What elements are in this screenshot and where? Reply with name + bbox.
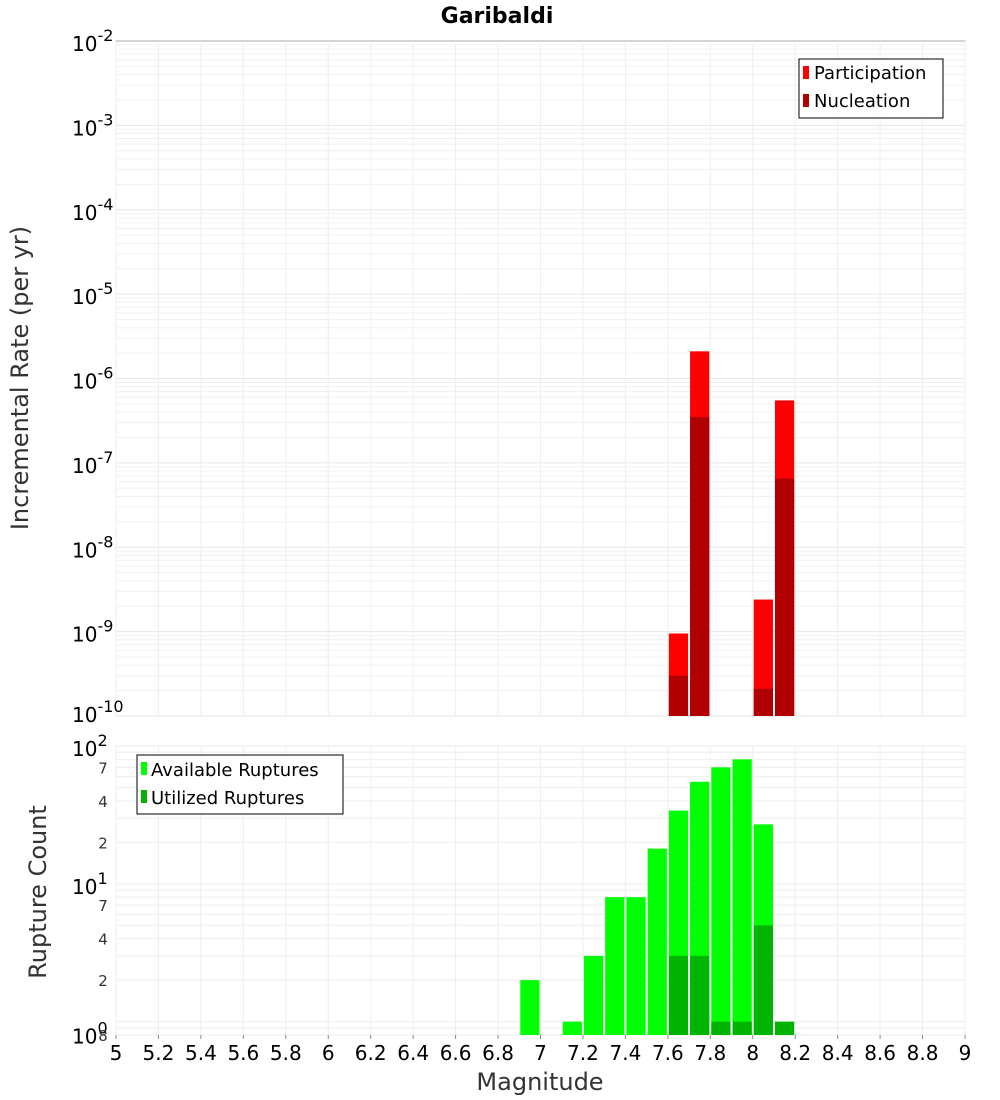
top-y-tick-4: 10-6 (72, 364, 113, 394)
x-tick-4: 5.8 (270, 1041, 302, 1065)
top-legend: Participation Nucleation (798, 58, 944, 119)
top-y-tick-2: 10-4 (72, 195, 113, 225)
utilized-bar-5 (774, 1021, 795, 1035)
available-bar-0 (520, 980, 540, 1035)
x-tick-5: 6 (322, 1041, 335, 1065)
x-ticks: 5 5.2 5.4 5.6 5.8 6 6.2 6.4 6.6 6.8 7 7.2 7.4 7.6 7.8 8… (110, 1035, 972, 1065)
x-tick-2: 5.4 (185, 1041, 217, 1065)
x-tick-8: 6.6 (440, 1041, 472, 1065)
x-tick-7: 6.4 (397, 1041, 429, 1065)
bottom-y-minor-tick-1: 4 (98, 793, 108, 811)
x-tick-6: 6.2 (355, 1041, 387, 1065)
bottom-y-minor-tick-4: 4 (98, 931, 108, 949)
bottom-y-minor-tick-0: 7 (98, 759, 108, 777)
available-bar-1 (562, 1021, 582, 1035)
x-tick-20: 9 (959, 1041, 972, 1065)
top-y-tick-1: 10-3 (72, 110, 113, 140)
top-y-tick-6: 10-8 (72, 532, 113, 562)
available-bar-8 (711, 767, 731, 1035)
utilized-bar-4 (753, 925, 773, 1035)
top-y-tick-7: 10-9 (72, 617, 113, 647)
bottom-y-ticks: 102 101 100 7 4 2 7 4 2 8 (72, 731, 108, 1049)
legend-label-utilized: Utilized Ruptures (151, 788, 304, 809)
top-y-axis-label: Incremental Rate (per yr) (6, 226, 34, 530)
available-bar-9 (732, 759, 752, 1035)
bottom-y-minor-tick-3: 7 (98, 897, 108, 915)
utilized-bar-0 (668, 955, 689, 1035)
legend-label-participation: Participation (814, 63, 926, 84)
bottom-bars (520, 759, 795, 1035)
x-tick-15: 8 (746, 1041, 759, 1065)
top-bars (668, 351, 795, 716)
top-y-tick-0: 10-2 (72, 26, 113, 56)
utilized-bar-2 (711, 1021, 731, 1035)
bottom-y-major-tick-0: 102 (72, 731, 108, 761)
participation-bar-2 (753, 599, 773, 716)
top-gridlines (115, 41, 966, 717)
x-tick-3: 5.6 (227, 1041, 259, 1065)
available-bar-5 (647, 848, 667, 1035)
top-y-ticks: 10-2 10-3 10-4 10-5 10-6 10-7 10-8 10-9 10-10 (72, 26, 124, 727)
utilized-bar-1 (690, 955, 710, 1035)
bottom-legend: Available Ruptures Utilized Ruptures (136, 754, 344, 815)
available-bar-4 (626, 897, 646, 1035)
x-tick-0: 5 (110, 1041, 123, 1065)
bottom-y-minor-tick-5: 2 (98, 972, 108, 990)
x-tick-17: 8.4 (822, 1041, 854, 1065)
legend-swatch-available (141, 762, 147, 775)
top-y-tick-3: 10-5 (72, 279, 113, 309)
legend-label-available: Available Ruptures (151, 760, 319, 781)
legend-label-nucleation: Nucleation (814, 91, 910, 112)
nucleation-bar-0 (668, 675, 689, 716)
available-bar-3 (605, 897, 625, 1035)
x-tick-11: 7.2 (567, 1041, 599, 1065)
x-tick-12: 7.4 (609, 1041, 641, 1065)
x-axis-label: Magnitude (476, 1068, 603, 1096)
x-tick-19: 8.8 (907, 1041, 939, 1065)
bottom-y-minor-tick-6: 8 (98, 1027, 108, 1045)
x-tick-13: 7.6 (652, 1041, 684, 1065)
nucleation-bar-3 (774, 478, 795, 716)
x-tick-14: 7.8 (694, 1041, 726, 1065)
x-tick-1: 5.2 (143, 1041, 175, 1065)
legend-swatch-utilized (141, 790, 147, 803)
x-tick-10: 7 (534, 1041, 547, 1065)
x-tick-9: 6.8 (482, 1041, 514, 1065)
x-tick-18: 8.6 (864, 1041, 896, 1065)
legend-swatch-nucleation (803, 94, 809, 107)
bottom-y-minor-tick-2: 2 (98, 834, 108, 852)
x-tick-16: 8.2 (779, 1041, 811, 1065)
bottom-y-major-tick-2: 100 (72, 1019, 108, 1049)
nucleation-bar-2 (753, 688, 773, 716)
available-bar-2 (583, 955, 604, 1035)
bottom-y-axis-label: Rupture Count (24, 805, 52, 979)
bottom-y-major-tick-1: 101 (72, 869, 108, 899)
nucleation-bar-1 (690, 416, 710, 716)
utilized-bar-3 (732, 1021, 752, 1035)
top-y-tick-8: 10-10 (72, 697, 124, 727)
chart-title: Garibaldi (441, 4, 554, 29)
top-y-tick-5: 10-7 (72, 448, 113, 478)
legend-swatch-participation (803, 66, 809, 79)
